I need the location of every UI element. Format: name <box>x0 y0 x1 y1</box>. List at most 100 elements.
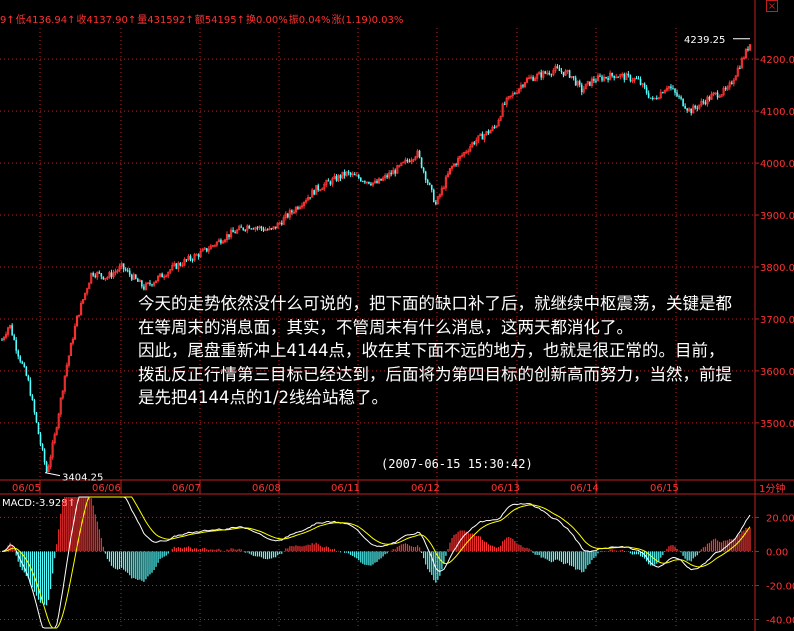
candle-body <box>108 272 111 278</box>
candle-body <box>538 72 541 75</box>
candle-body <box>347 171 350 173</box>
candle-body <box>377 178 381 184</box>
candle-body <box>35 412 38 423</box>
candle-body <box>672 88 674 90</box>
candle-body <box>327 180 330 182</box>
candle-body <box>566 70 569 72</box>
candle-body <box>331 178 334 185</box>
candle-body <box>94 275 97 277</box>
candle-body <box>529 76 533 79</box>
candle-body <box>416 150 419 158</box>
candle-body <box>73 325 77 340</box>
candle-body <box>205 248 208 252</box>
price-tick-label: 3700.00 <box>760 315 794 326</box>
header-item-2: 收4137.90↑ <box>76 15 137 26</box>
candle-body <box>667 86 671 89</box>
candle-body <box>114 271 117 273</box>
candle-body <box>55 427 58 435</box>
candle-body <box>309 197 311 199</box>
candle-body <box>217 239 220 243</box>
candle-body <box>534 78 537 82</box>
candle-body <box>171 265 174 270</box>
candle-body <box>562 71 565 76</box>
candle-body <box>67 355 70 366</box>
candle-body <box>465 151 468 154</box>
candle-body <box>325 180 328 185</box>
candle-body <box>373 180 377 184</box>
timestamp: (2007-06-15 15:30:42) <box>381 457 533 471</box>
candle-body <box>183 259 186 266</box>
candle-body <box>215 241 218 246</box>
candle-body <box>51 442 54 458</box>
candle-body <box>333 175 336 180</box>
candle-body <box>430 184 433 190</box>
candle-body <box>404 159 407 163</box>
candle-body <box>704 102 707 105</box>
candle-body <box>448 168 452 175</box>
candle-body <box>662 92 664 94</box>
candle-body <box>371 182 375 186</box>
candle-body <box>724 88 727 90</box>
candle-body <box>499 116 502 121</box>
candle-body <box>418 150 421 158</box>
candle-body <box>459 155 462 159</box>
candle-body <box>444 176 448 189</box>
candle-body <box>582 88 585 93</box>
candle-body <box>517 88 521 94</box>
candle-body <box>726 86 729 90</box>
candle-body <box>631 80 634 82</box>
candle-body <box>270 228 273 230</box>
candle-body <box>69 342 73 357</box>
candle-body <box>311 189 314 198</box>
candle-body <box>120 263 123 267</box>
candle-body <box>544 71 547 74</box>
candle-body <box>359 178 362 182</box>
candle-body <box>740 58 743 69</box>
low-marker-line <box>44 472 61 477</box>
candle-body <box>596 75 600 82</box>
candle-body <box>394 170 397 174</box>
candle-body <box>655 98 658 100</box>
candle-body <box>49 456 52 467</box>
candle-body <box>260 226 263 229</box>
price-tick-label: 4200.00 <box>760 55 794 66</box>
candle-body <box>21 361 24 364</box>
candle-body <box>57 413 60 428</box>
candle-body <box>736 67 739 77</box>
candle-body <box>473 142 476 144</box>
candle-body <box>560 70 563 72</box>
low-label: 3404.25 <box>62 473 103 484</box>
candle-body <box>463 152 466 156</box>
close-icon[interactable]: × <box>766 0 778 12</box>
candle-body <box>522 85 524 87</box>
candle-body <box>698 104 701 109</box>
candle-body <box>420 157 423 168</box>
candle-body <box>653 97 656 100</box>
candle-body <box>268 227 271 231</box>
candle-body <box>670 86 672 89</box>
candle-body <box>134 274 137 279</box>
candle-body <box>37 422 40 435</box>
candle-body <box>169 269 172 273</box>
candle-body <box>475 140 478 145</box>
candle-body <box>6 327 10 335</box>
candle-body <box>349 172 352 175</box>
candle-body <box>694 105 697 108</box>
candle-body <box>128 270 131 275</box>
candle-body <box>256 227 259 229</box>
candle-body <box>124 269 127 271</box>
candle-body <box>414 156 417 160</box>
candle-body <box>442 187 446 190</box>
candle-body <box>315 185 318 195</box>
candle-body <box>175 263 178 269</box>
candle-body <box>31 395 34 401</box>
candle-body <box>262 228 265 231</box>
candle-body <box>353 173 356 176</box>
candle-body <box>242 227 245 230</box>
candle-body <box>491 126 494 131</box>
candle-body <box>432 189 435 203</box>
price-tick-label: 3800.00 <box>760 263 794 274</box>
candle-body <box>159 273 162 277</box>
day-label: 06/06 <box>92 483 121 494</box>
